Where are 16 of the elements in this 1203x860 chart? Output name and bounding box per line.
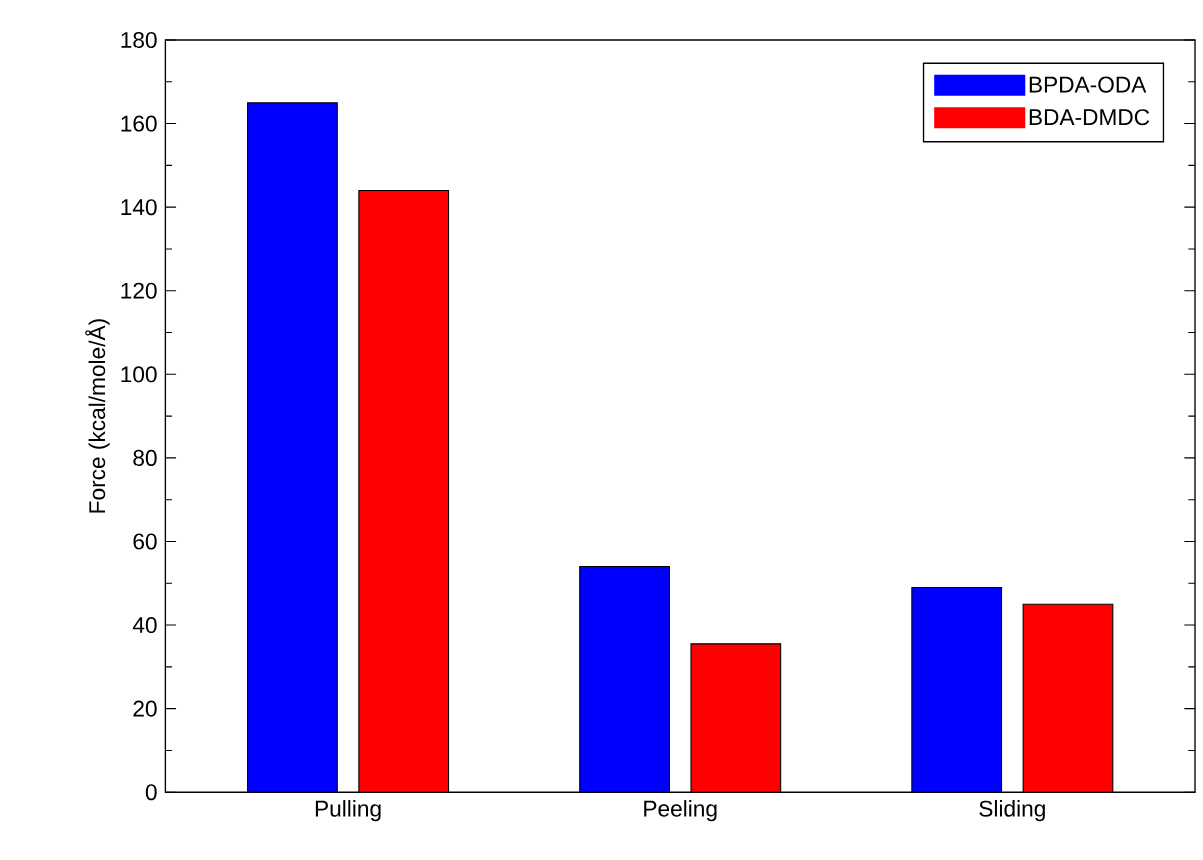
y-tick-label: 80 xyxy=(133,449,157,466)
y-tick-label: 120 xyxy=(121,282,157,299)
x-tick-label: Sliding xyxy=(979,799,1045,822)
x-tick-label: Pulling xyxy=(315,799,381,822)
y-tick-label: 100 xyxy=(121,366,157,383)
y-tick-label: 60 xyxy=(133,533,157,550)
y-tick-label: 20 xyxy=(133,700,157,717)
legend-label: BPDA-ODA xyxy=(1029,76,1147,93)
y-tick-label: 40 xyxy=(132,616,157,633)
x-tick-label: Peeling xyxy=(644,799,717,822)
y-tick-label: 160 xyxy=(121,115,157,132)
y-tick-label: 0 xyxy=(145,784,157,801)
legend-label: BDA-DMDC xyxy=(1029,109,1150,126)
y-tick-label: 180 xyxy=(121,31,157,48)
y-tick-label: 140 xyxy=(121,199,157,216)
y-axis-title: Force (kcal/mole/Å) xyxy=(85,319,110,513)
